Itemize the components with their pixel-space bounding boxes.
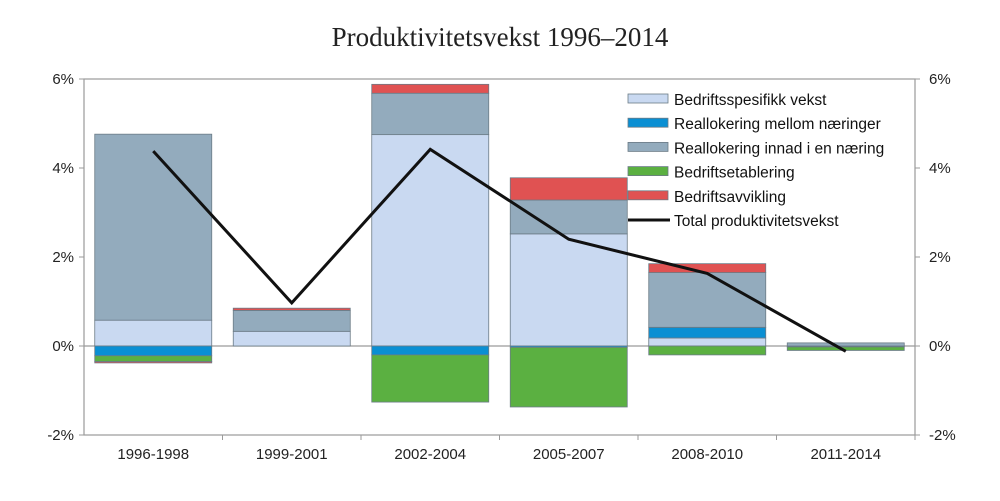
bar-segment bbox=[371, 92, 490, 136]
legend-label: Bedriftsavvikling bbox=[674, 189, 786, 206]
bar-segment bbox=[509, 233, 628, 347]
bar-segment bbox=[232, 309, 351, 332]
bar-segment bbox=[94, 133, 213, 321]
bar-segment bbox=[232, 307, 351, 311]
bar-segment bbox=[509, 199, 628, 235]
bar-segment bbox=[94, 319, 213, 347]
bar-segment bbox=[648, 263, 767, 273]
y-tick-label-right: 2% bbox=[929, 249, 951, 266]
bar-segment bbox=[371, 345, 490, 356]
y-tick-label-left: 2% bbox=[52, 249, 74, 266]
legend-swatch bbox=[627, 93, 669, 104]
legend-label: Total produktivitetsvekst bbox=[674, 213, 839, 230]
x-tick-label: 1999-2001 bbox=[256, 446, 328, 463]
bar-segment bbox=[509, 346, 628, 408]
legend-swatch bbox=[627, 117, 669, 128]
legend-label: Bedriftsspesifikk vekst bbox=[674, 92, 827, 109]
bar-segment bbox=[509, 177, 628, 201]
y-tick-label-left: 6% bbox=[52, 71, 74, 88]
bar-segment bbox=[94, 355, 213, 362]
legend-label: Bedriftsetablering bbox=[674, 165, 795, 182]
bar-segment bbox=[94, 345, 213, 357]
legend-label: Reallokering innad i en næring bbox=[674, 140, 884, 157]
y-tick-label-right: 6% bbox=[929, 71, 951, 88]
x-tick-label: 2011-2014 bbox=[810, 446, 881, 463]
bar-segment bbox=[232, 330, 351, 347]
y-tick-label-right: -2% bbox=[929, 427, 956, 444]
y-tick-label-right: 0% bbox=[929, 338, 951, 355]
bar-segment bbox=[94, 361, 213, 364]
legend-swatch bbox=[627, 166, 669, 177]
y-tick-label-right: 4% bbox=[929, 160, 951, 177]
chart-title: Produktivitetsvekst 1996–2014 bbox=[331, 22, 669, 52]
x-tick-label: 2008-2010 bbox=[671, 446, 743, 463]
x-tick-label: 1996-1998 bbox=[117, 446, 189, 463]
bar-segment bbox=[371, 134, 490, 347]
legend-swatch bbox=[627, 190, 669, 201]
bar-segment bbox=[786, 342, 905, 347]
x-tick-label: 2005-2007 bbox=[533, 446, 605, 463]
bar-segment bbox=[371, 83, 490, 94]
y-tick-label-left: 4% bbox=[52, 160, 74, 177]
legend-label: Reallokering mellom næringer bbox=[674, 116, 881, 133]
bar-segment bbox=[648, 326, 767, 339]
bar-segment bbox=[648, 345, 767, 356]
bar-segment bbox=[648, 272, 767, 328]
y-tick-label-left: -2% bbox=[47, 427, 74, 444]
y-tick-label-left: 0% bbox=[52, 338, 74, 355]
x-tick-label: 2002-2004 bbox=[394, 446, 466, 463]
total-line bbox=[152, 147, 847, 353]
bar-segment bbox=[371, 354, 490, 403]
legend-swatch bbox=[627, 141, 669, 152]
bar-segment bbox=[648, 337, 767, 347]
